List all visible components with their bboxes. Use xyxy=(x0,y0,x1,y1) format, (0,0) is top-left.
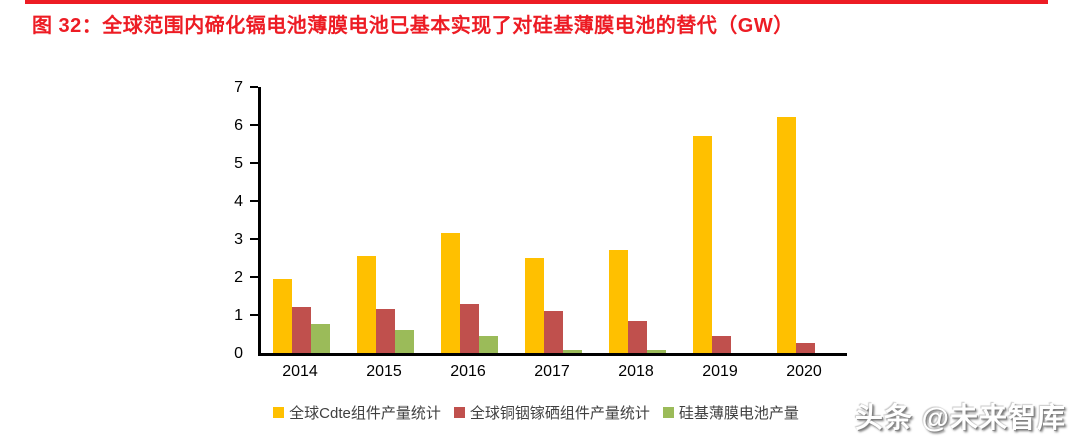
x-tick-label-2014: 2014 xyxy=(282,363,318,380)
figure-title: 图 32：全球范围内碲化镉电池薄膜电池已基本实现了对硅基薄膜电池的替代（GW） xyxy=(32,15,794,37)
bar-group-2015 xyxy=(345,87,429,353)
bar-2016-series-0 xyxy=(441,233,460,353)
bar-group-2019 xyxy=(681,87,765,353)
legend-swatch-icon xyxy=(662,407,674,418)
legend-label: 硅基薄膜电池产量 xyxy=(678,405,799,422)
bar-2015-series-1 xyxy=(376,309,395,353)
y-tick-label-3: 3 xyxy=(234,231,243,248)
legend-swatch-icon xyxy=(453,407,465,418)
bar-2019-series-0 xyxy=(693,136,712,353)
x-tick-label-2018: 2018 xyxy=(618,363,654,380)
y-tick-mark-2 xyxy=(250,276,258,278)
x-tick-label-2016: 2016 xyxy=(450,363,486,380)
bar-2020-series-0 xyxy=(777,117,796,353)
y-tick-label-2: 2 xyxy=(234,269,243,286)
y-tick-mark-3 xyxy=(250,238,258,240)
bar-2016-series-2 xyxy=(479,336,498,353)
bar-2015-series-2 xyxy=(395,330,414,353)
legend-item-0: 全球Cdte组件产量统计 xyxy=(273,402,441,423)
y-tick-label-4: 4 xyxy=(234,193,243,210)
y-tick-mark-7 xyxy=(250,86,258,88)
bar-2017-series-1 xyxy=(544,311,563,353)
bar-group-2014 xyxy=(261,87,345,353)
x-tick-label-2020: 2020 xyxy=(786,363,822,380)
legend-swatch-icon xyxy=(273,407,285,418)
legend-item-2: 硅基薄膜电池产量 xyxy=(662,402,799,423)
bar-2018-series-2 xyxy=(647,350,666,353)
bar-group-2020 xyxy=(765,87,849,353)
x-tick-label-2015: 2015 xyxy=(366,363,402,380)
y-axis: 0 1 2 3 4 5 6 7 xyxy=(214,79,258,362)
y-tick-mark-1 xyxy=(250,314,258,316)
bar-2018-series-1 xyxy=(628,321,647,353)
x-axis-labels: 2014 2015 2016 2017 2018 2019 2020 xyxy=(258,363,847,383)
bar-2020-series-1 xyxy=(796,343,815,353)
legend-item-1: 全球铜铟镓硒组件产量统计 xyxy=(453,402,650,423)
bar-2014-series-0 xyxy=(273,279,292,353)
x-tick-label-2017: 2017 xyxy=(534,363,570,380)
toutiao-watermark: 头条 @未来智库 xyxy=(854,402,1066,433)
bar-2016-series-1 xyxy=(460,304,479,353)
bar-group-2018 xyxy=(597,87,681,353)
x-tick-label-2019: 2019 xyxy=(702,363,738,380)
plot-area xyxy=(258,87,847,356)
bar-2017-series-0 xyxy=(525,258,544,353)
bar-2018-series-0 xyxy=(609,250,628,353)
y-tick-label-7: 7 xyxy=(234,79,243,96)
title-top-rule xyxy=(25,0,1048,4)
bar-2019-series-1 xyxy=(712,336,731,353)
legend-label: 全球铜铟镓硒组件产量统计 xyxy=(469,405,650,422)
y-tick-mark-5 xyxy=(250,162,258,164)
y-tick-label-0: 0 xyxy=(234,345,243,362)
legend-label: 全球Cdte组件产量统计 xyxy=(289,405,441,422)
chart-legend: 全球Cdte组件产量统计 全球铜铟镓硒组件产量统计 硅基薄膜电池产量 xyxy=(0,402,1072,423)
y-tick-label-5: 5 xyxy=(234,155,243,172)
bar-group-2016 xyxy=(429,87,513,353)
bar-2017-series-2 xyxy=(563,350,582,353)
bar-2014-series-1 xyxy=(292,307,311,353)
bar-2015-series-0 xyxy=(357,256,376,353)
bar-group-2017 xyxy=(513,87,597,353)
y-tick-mark-6 xyxy=(250,124,258,126)
y-tick-label-1: 1 xyxy=(234,307,243,324)
y-tick-mark-4 xyxy=(250,200,258,202)
bar-2014-series-2 xyxy=(311,324,330,353)
y-tick-label-6: 6 xyxy=(234,117,243,134)
